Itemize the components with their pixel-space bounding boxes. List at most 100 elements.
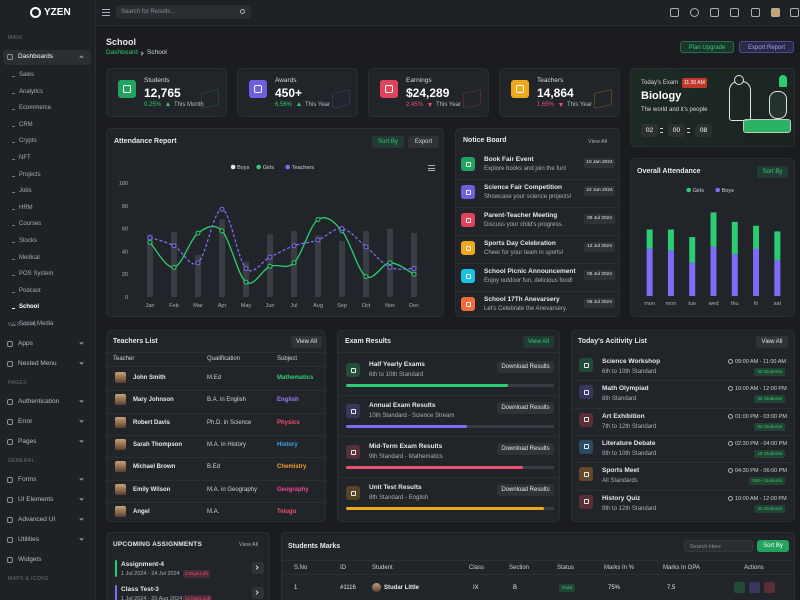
nav-item[interactable]: Widgets [18, 556, 42, 564]
search-box[interactable]: Search for Results... [116, 5, 251, 19]
export-report-button[interactable]: Export Report [739, 41, 794, 53]
clock-icon [728, 440, 733, 446]
row-divider [107, 434, 325, 436]
nav-subitem[interactable]: Courses [19, 221, 42, 228]
activity-icon [579, 467, 593, 482]
arrow-button[interactable] [252, 562, 264, 574]
notice-subtitle: Showcase your science projects! [484, 194, 572, 200]
divider [456, 207, 619, 208]
export-button[interactable]: Export [408, 136, 439, 148]
download-button[interactable]: Download Results [497, 484, 554, 496]
nav-subitem[interactable]: Ecommerce [19, 105, 52, 112]
icon-glyph [583, 471, 589, 477]
download-button[interactable]: Download Results [497, 443, 554, 455]
bar-segment [689, 262, 696, 296]
view-all-button[interactable]: View All [291, 336, 322, 348]
nav-chevron [79, 476, 84, 482]
nav-item[interactable]: Authentication [18, 398, 60, 406]
row-divider [107, 479, 325, 481]
sort-button[interactable]: Sort By [757, 540, 789, 552]
nav-dash [12, 109, 15, 111]
timer-box: 02 [641, 124, 658, 137]
stat-card: Students 12,765 0.25% This Month [106, 68, 227, 117]
nav-icon [7, 477, 13, 484]
view-all-button[interactable]: View All [523, 336, 554, 348]
point [315, 216, 321, 222]
student-name: Studar Little [384, 585, 420, 591]
x-tick-label: Apr [218, 303, 227, 309]
bar-segment [667, 250, 674, 296]
nav-subitem[interactable]: Crypto [19, 138, 37, 145]
arrow-button[interactable] [252, 587, 264, 599]
nav-subitem[interactable]: Sales [19, 72, 35, 78]
stat-value: 12,765 [144, 86, 181, 100]
nav-item[interactable]: Nested Menu [18, 360, 57, 368]
topbar-icon[interactable] [670, 8, 679, 17]
sort-button[interactable]: Sort By [757, 166, 788, 178]
timer-colon [660, 128, 662, 133]
point [195, 230, 201, 236]
nav-item[interactable]: UI Elements [18, 496, 54, 504]
action-button[interactable] [734, 582, 745, 593]
topbar-icon[interactable] [751, 8, 760, 17]
nav-subitem[interactable]: Social Media [19, 321, 54, 327]
view-all-link[interactable]: View All [239, 542, 259, 548]
illustration-head [734, 75, 744, 85]
nav-subitem[interactable]: POS System [19, 271, 54, 278]
nav-item[interactable]: Utilities [18, 536, 39, 544]
nav-item[interactable]: Error [18, 418, 33, 426]
bar [411, 233, 417, 297]
bar-segment [710, 246, 717, 296]
topbar-icon[interactable] [790, 8, 799, 17]
search-box[interactable]: Search Here [684, 540, 753, 552]
plan-upgrade-button[interactable]: Plan Upgrade [680, 41, 734, 53]
download-button[interactable]: Download Results [497, 361, 554, 373]
point [243, 266, 249, 271]
nav-subitem[interactable]: Jobs [19, 188, 32, 195]
topbar-icon[interactable] [690, 8, 699, 17]
topbar-icon[interactable] [710, 8, 719, 17]
notice-date: 24 Jun 2024 [584, 186, 615, 196]
nav-item[interactable]: Apps [18, 340, 33, 348]
breadcrumb[interactable]: Dashboard [106, 49, 138, 56]
notice-board-card: Notice Board View All Book Fair Event Explo… [455, 128, 620, 317]
nav-subitem[interactable]: Projects [19, 171, 41, 178]
notice-icon [461, 185, 475, 199]
action-button[interactable] [749, 582, 760, 593]
column-header: Teacher [113, 356, 135, 362]
stat-value: 450+ [275, 86, 303, 100]
topbar-icon[interactable] [730, 8, 739, 17]
notice-subtitle: Cheer for your team in sports! [484, 250, 564, 256]
students-badge: 15 Students [754, 449, 785, 458]
nav-subitem[interactable]: Stocks [19, 238, 38, 244]
search-icon [240, 9, 245, 14]
stat-period: This Year [305, 102, 331, 108]
nav-subitem[interactable]: CRM [19, 121, 33, 128]
nav-subitem[interactable]: HRM [19, 204, 33, 211]
nav-item[interactable]: Dashboards [18, 53, 54, 60]
nav-subitem[interactable]: Podcast [19, 287, 41, 294]
view-all-link[interactable]: View All [588, 139, 608, 145]
nav-subitem[interactable]: Analytics [19, 88, 44, 95]
topbar-icon[interactable] [771, 8, 780, 17]
bar-segment [753, 225, 760, 249]
progress-bar [346, 466, 523, 469]
view-all-button[interactable]: View All [756, 336, 788, 348]
x-tick-label: sat [774, 301, 782, 307]
nav-subitem[interactable]: NFT [19, 155, 31, 161]
trend-arrow [428, 103, 432, 107]
stat-period: This Year [436, 102, 462, 108]
nav-item[interactable]: Advanced UI [18, 516, 56, 524]
nav-item[interactable]: Pages [18, 438, 37, 446]
nav-item[interactable]: Forms [18, 476, 37, 484]
notice-title: Science Fair Competition [484, 184, 563, 191]
nav-subitem[interactable]: School [19, 304, 40, 311]
nav-subitem[interactable]: Medical [19, 254, 40, 261]
activity-subtitle: All Standards [602, 478, 638, 485]
download-button[interactable]: Download Results [497, 402, 554, 414]
nav-icon [7, 497, 13, 504]
action-button[interactable] [764, 582, 775, 593]
column-header: Section [509, 565, 530, 571]
sort-button[interactable]: Sort By [372, 136, 404, 148]
